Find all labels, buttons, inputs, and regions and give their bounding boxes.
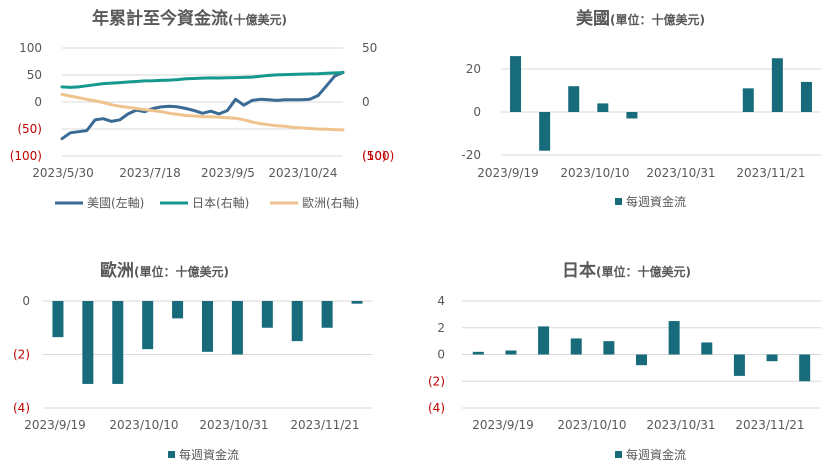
x-tick-label: 2023/11/21 <box>735 418 804 432</box>
y-right-tick-label: 50 <box>362 41 377 55</box>
bar <box>568 86 580 112</box>
bar <box>172 301 184 319</box>
x-tick-label: 2023/5/30 <box>32 166 94 180</box>
europe-title-main: 歐洲 <box>100 261 134 281</box>
ytd-title-main: 年累計至今資金流 <box>92 9 228 29</box>
y-tick-label: (4) <box>13 401 30 415</box>
legend-label-us: 美國(左軸) <box>87 195 144 210</box>
y-right-tick-label: 0 <box>362 95 370 109</box>
series-line-japan <box>60 71 345 89</box>
x-tick-label: 2023/10/31 <box>646 418 715 432</box>
y-tick-label: 4 <box>437 294 445 308</box>
series-line-europe <box>60 92 345 132</box>
x-tick-label: 2023/9/19 <box>477 166 539 180</box>
bar <box>505 350 517 355</box>
x-tick-label: 2023/11/21 <box>736 166 805 180</box>
bar <box>231 301 243 355</box>
ytd-chart-title: 年累計至今資金流(十億美元) <box>92 4 287 29</box>
bar <box>351 301 363 304</box>
bar <box>539 112 551 151</box>
legend-swatch <box>168 451 175 458</box>
us-bar-chart: 20 0 -20 2023/9/19 2023/10/10 2023/10/31 2023/… <box>461 56 821 209</box>
bar <box>742 88 754 112</box>
europe-title-sub: (單位：十億美元) <box>134 265 229 279</box>
y-left-tick-label: (100) <box>10 149 42 163</box>
bar <box>142 301 154 350</box>
y-tick-label: 2 <box>437 321 445 335</box>
y-tick-label: (2) <box>13 348 30 362</box>
bar <box>472 351 484 355</box>
japan-title-main: 日本 <box>562 261 596 281</box>
x-tick-label: 2023/10/31 <box>646 166 715 180</box>
x-tick-label: 2023/10/24 <box>268 166 337 180</box>
bar <box>261 301 273 328</box>
us-title-sub: (單位：十億美元) <box>610 13 705 27</box>
us-title-main: 美國 <box>576 9 610 29</box>
europe-chart-title: 歐洲(單位：十億美元) <box>100 256 229 281</box>
legend-label: 每週資金流 <box>626 447 686 462</box>
bar <box>626 112 638 119</box>
us-chart-title: 美國(單位：十億美元) <box>576 4 705 29</box>
legend-label: 每週資金流 <box>179 447 239 462</box>
x-tick-label: 2023/10/10 <box>109 418 178 432</box>
bar <box>202 301 213 352</box>
series-line-us <box>60 70 345 141</box>
x-tick-label: 2023/7/18 <box>119 166 181 180</box>
y-left-tick-label: 0 <box>34 95 42 109</box>
y-tick-label: -20 <box>461 148 481 162</box>
japan-title-sub: (單位：十億美元) <box>596 265 691 279</box>
y-tick-label: 0 <box>473 105 481 119</box>
bar <box>799 354 811 382</box>
y-tick-label: (2) <box>428 374 445 388</box>
x-tick-label: 2023/9/19 <box>24 418 86 432</box>
x-tick-label: 2023/11/21 <box>290 418 359 432</box>
legend-label-europe: 歐洲(右軸) <box>302 195 359 210</box>
bar <box>766 354 778 362</box>
y-left-tick-label: 100 <box>19 41 42 55</box>
x-tick-label: 2023/10/10 <box>560 166 629 180</box>
legend-swatch <box>615 198 622 205</box>
legend-label-japan: 日本(右軸) <box>192 195 249 210</box>
bar <box>291 301 303 342</box>
bar <box>538 326 550 355</box>
bar <box>701 342 713 355</box>
bar <box>668 321 680 355</box>
y-right-tick-label: (100) <box>362 149 394 163</box>
x-tick-label: 2023/9/19 <box>472 418 534 432</box>
legend-swatch <box>615 451 622 458</box>
europe-bar-chart: 0 (2) (4) 2023/9/19 2023/10/10 2023/10/31 2023… <box>13 294 372 462</box>
bar <box>597 103 609 112</box>
bar <box>82 301 94 384</box>
bar <box>733 354 745 376</box>
japan-bar-chart: 4 2 0 (2) (4) 2023/9/19 2023/10/10 2023/10/31 20… <box>428 294 821 462</box>
legend-label: 每週資金流 <box>626 194 686 209</box>
ytd-title-sub: (十億美元) <box>228 13 287 27</box>
x-tick-label: 2023/10/31 <box>199 418 268 432</box>
x-tick-label: 2023/10/10 <box>557 418 626 432</box>
japan-chart-title: 日本(單位：十億美元) <box>562 256 691 281</box>
y-left-tick-label: 50 <box>27 68 42 82</box>
bar <box>510 56 522 112</box>
x-tick-label: 2023/9/5 <box>201 166 255 180</box>
y-left-tick-label: (50) <box>17 122 42 136</box>
bar <box>800 81 812 112</box>
bar <box>112 301 124 384</box>
bar <box>636 354 647 366</box>
y-right-tick-label: (50) <box>362 149 387 163</box>
bar <box>603 341 615 355</box>
bar <box>570 338 582 355</box>
y-tick-label: 0 <box>437 348 445 362</box>
y-tick-label: 0 <box>22 294 30 308</box>
y-tick-label: (4) <box>428 401 445 415</box>
y-tick-label: 20 <box>466 62 481 76</box>
bar <box>771 58 783 112</box>
bar <box>321 301 333 328</box>
bar <box>52 301 64 338</box>
